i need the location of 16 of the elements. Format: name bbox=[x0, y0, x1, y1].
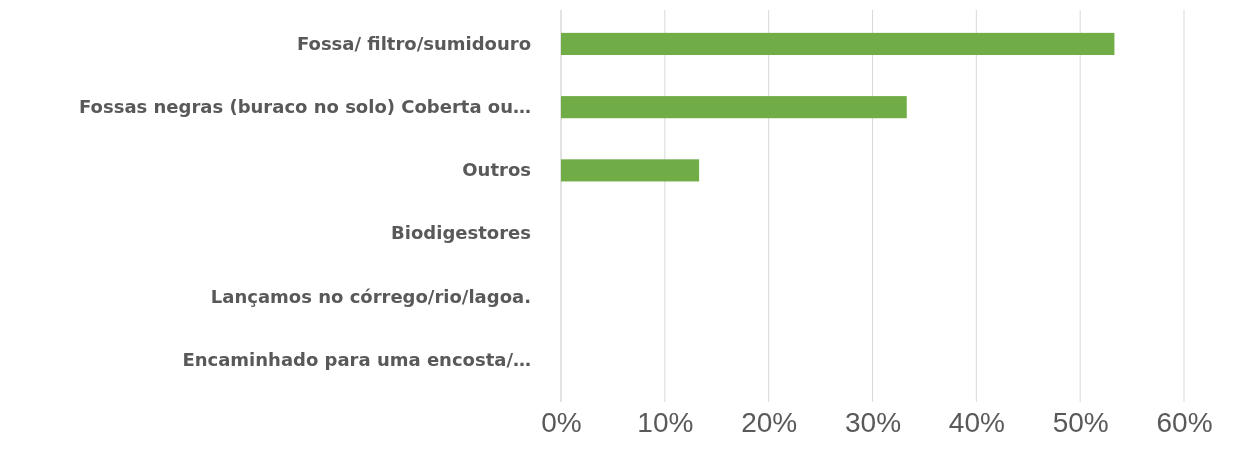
bar bbox=[561, 32, 1115, 55]
bar bbox=[561, 96, 907, 119]
bar bbox=[561, 159, 700, 182]
y-tick-label: Fossas negras (buraco no solo) Coberta ou… bbox=[79, 95, 531, 117]
x-tick-label: 0% bbox=[541, 407, 582, 439]
y-tick-label: Biodigestores bbox=[391, 222, 531, 244]
y-tick-label: Fossa/ filtro/sumidouro bbox=[296, 32, 531, 54]
x-tick-label: 30% bbox=[844, 407, 902, 439]
x-tick-label: 10% bbox=[637, 407, 694, 439]
x-tick-label: 40% bbox=[948, 407, 1005, 439]
x-tick-label: 20% bbox=[741, 407, 798, 439]
y-tick-label: Encaminhado para uma encosta/… bbox=[182, 348, 531, 370]
y-tick-label: Outros bbox=[462, 159, 531, 181]
y-tick-label: Lançamos no córrego/rio/lagoa. bbox=[210, 285, 531, 307]
x-tick-label: 50% bbox=[1052, 407, 1109, 439]
x-tick-label: 60% bbox=[1156, 407, 1213, 439]
